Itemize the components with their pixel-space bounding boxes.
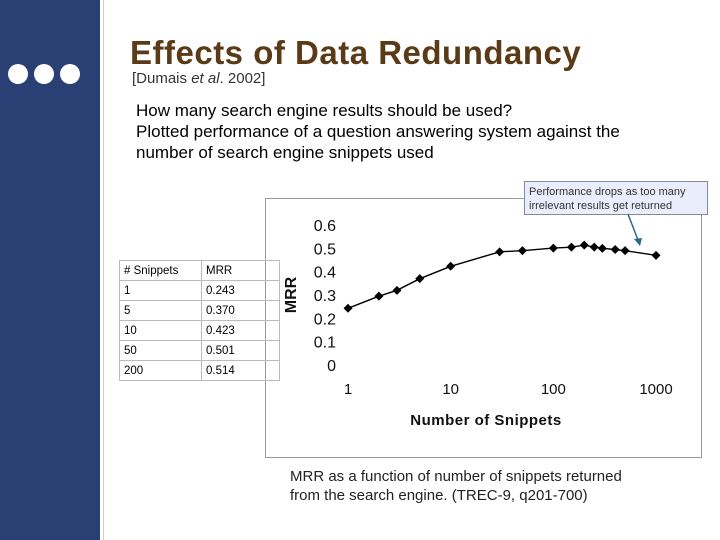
table-cell: 1 [119, 280, 202, 301]
data-point [597, 243, 607, 253]
x-tick-label: 100 [541, 381, 566, 398]
y-tick-label: 0.5 [314, 241, 336, 258]
citation-italic: et al [191, 70, 220, 87]
body-line: Plotted performance of a question answer… [136, 122, 620, 141]
callout-arrow-head [634, 238, 642, 246]
callout-arrow [627, 213, 642, 246]
table-cell: 0.514 [201, 360, 280, 381]
table-row: 1 0.243 [119, 280, 280, 301]
table-row: 50 0.501 [119, 340, 280, 361]
x-tick-label: 10 [442, 381, 459, 398]
data-point [517, 246, 527, 256]
y-tick-label: 0.4 [314, 265, 336, 282]
mrr-chart: 0 0.1 0.2 0.3 0.4 0.5 0.6 1 10 100 1000 MRR Number o… [283, 218, 673, 429]
data-point [415, 274, 425, 284]
data-point [589, 242, 599, 252]
table-header: MRR [201, 260, 280, 281]
table-cell: 5 [119, 300, 202, 321]
sidebar-band [0, 0, 100, 540]
citation-suffix: . 2002] [219, 70, 266, 87]
data-point [374, 291, 384, 301]
data-point [620, 246, 630, 256]
y-tick-label: 0.6 [314, 218, 336, 235]
chart-caption: MRR as a function of number of snippets … [290, 467, 690, 505]
x-axis-label: Number of Snippets [410, 412, 562, 429]
body-line: How many search engine results should be… [136, 101, 513, 120]
data-point [610, 245, 620, 254]
citation-prefix: [Dumais [132, 70, 192, 87]
chart-frame: 0 0.1 0.2 0.3 0.4 0.5 0.6 1 10 100 1000 MRR Number o… [265, 198, 702, 458]
body-line: number of search engine snippets used [136, 143, 434, 162]
y-tick-label: 0.1 [314, 335, 336, 352]
body-text: How many search engine results should be… [136, 100, 696, 163]
data-point [446, 261, 456, 271]
bullet-dot [8, 64, 28, 84]
citation: [Dumais et al. 2002] [132, 70, 265, 87]
data-point [651, 250, 661, 260]
y-tick-label: 0.2 [314, 311, 336, 328]
callout-box: Performance drops as too many irrelevant… [524, 181, 708, 215]
table-row: 200 0.514 [119, 360, 280, 381]
table-row: 10 0.423 [119, 320, 280, 341]
data-point [343, 303, 353, 313]
data-point [579, 240, 589, 250]
data-point [566, 242, 576, 252]
table-cell: 0.501 [201, 340, 280, 361]
bullet-dot [34, 64, 54, 84]
table-cell: 50 [119, 340, 202, 361]
table-cell: 0.370 [201, 300, 280, 321]
bullet-decoration [8, 64, 84, 84]
table-cell: 10 [119, 320, 202, 341]
bullet-dot [60, 64, 80, 84]
table-cell: 0.243 [201, 280, 280, 301]
data-point [392, 285, 402, 295]
y-tick-label: 0.3 [314, 288, 336, 305]
y-tick-label: 0 [327, 358, 336, 375]
callout-arrow-line [627, 213, 639, 241]
caption-line: MRR as a function of number of snippets … [290, 468, 622, 485]
table-cell: 0.423 [201, 320, 280, 341]
y-axis-label: MRR [283, 276, 300, 313]
data-point [495, 247, 505, 257]
caption-line: from the search engine. (TREC-9, q201-70… [290, 487, 588, 504]
snippets-table: # Snippets MRR 1 0.243 5 0.370 10 0.423 … [119, 260, 280, 381]
table-row: 5 0.370 [119, 300, 280, 321]
x-tick-label: 1000 [639, 381, 672, 398]
series-line [347, 244, 657, 309]
divider-line [103, 0, 104, 540]
slide-title: Effects of Data Redundancy [130, 34, 582, 71]
x-tick-label: 1 [344, 381, 352, 398]
data-point [548, 243, 558, 253]
table-header: # Snippets [119, 260, 202, 281]
table-cell: 200 [119, 360, 202, 381]
table-header-row: # Snippets MRR [119, 260, 280, 281]
